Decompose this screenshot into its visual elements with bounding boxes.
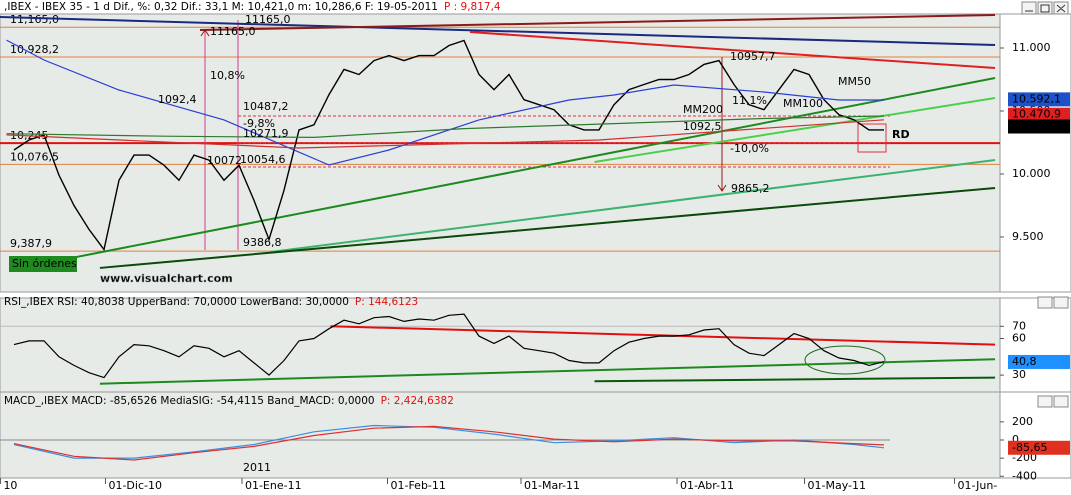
price-tag-label: 10.376,8 <box>1012 120 1061 133</box>
annotation: 10957,7 <box>730 50 776 63</box>
panel-title-extra: P: 144,6123 <box>355 296 418 308</box>
trend-line <box>469 31 996 70</box>
series-label: MM50 <box>838 75 871 88</box>
annotation: 10072 <box>207 154 242 167</box>
value-axis <box>999 297 1071 393</box>
y-tick-label: -400 <box>1012 469 1037 482</box>
y-tick-label: 70 <box>1012 319 1026 332</box>
price-tag <box>1008 92 1070 107</box>
price-tag <box>1008 440 1070 455</box>
y-tick-label: 200 <box>1012 415 1033 428</box>
panel-1 <box>0 313 1000 385</box>
panel-button[interactable] <box>1037 296 1053 309</box>
x-tick-label: 01-Mar-11 <box>524 479 580 492</box>
highlight-ellipse <box>804 345 886 375</box>
annotation: -10,0% <box>730 142 769 155</box>
x-tick-label: 01-Jun- <box>958 479 998 492</box>
value-axis <box>999 13 1071 293</box>
panel-buttons[interactable] <box>1037 296 1069 408</box>
price-tag-label: 10.592,1 <box>1012 92 1061 105</box>
annotation: 10,8% <box>210 69 245 82</box>
panel-button[interactable] <box>1053 296 1069 309</box>
panel-title-text: RSI_,IBEX RSI: 40,8038 UpperBand: 70,000… <box>4 296 349 308</box>
button-icons <box>1025 4 1066 13</box>
price-tag <box>1008 119 1070 134</box>
annotation: 9865,2 <box>731 182 770 195</box>
x-tick-label: 10 <box>3 479 17 492</box>
series-line <box>13 425 885 461</box>
plot-area <box>0 13 1001 293</box>
x-tick-label: 01-Feb-11 <box>390 479 445 492</box>
price-tag-label: 10.470,9 <box>1012 108 1061 121</box>
y-tick-label: 0 <box>1012 433 1019 446</box>
series-label: MM100 <box>783 97 823 110</box>
x-tick-label: 01-Abr-11 <box>680 479 734 492</box>
y-tick-label: 60 <box>1012 332 1026 345</box>
panel-button[interactable] <box>1053 395 1069 408</box>
level-label: 10,928,2 <box>10 43 59 56</box>
annotation: Sin órdenes <box>12 257 77 270</box>
series-line <box>13 313 885 379</box>
annotation: www.visualchart.com <box>100 272 233 285</box>
series-label: MM200 <box>683 103 723 116</box>
series-line <box>6 39 884 166</box>
plot-area <box>0 297 1001 393</box>
panel-title-extra: P: 2,424,6382 <box>381 395 454 407</box>
price-tag-label: -85,65 <box>1012 441 1047 454</box>
trend-line <box>594 376 996 383</box>
annotation: 10487,2 <box>243 100 289 113</box>
level-label: 10,076,5 <box>10 150 59 163</box>
price-tag-label: 40,8 <box>1012 355 1037 368</box>
panel-button[interactable] <box>1037 395 1053 408</box>
trend-line <box>594 97 996 163</box>
series-line <box>6 119 885 149</box>
level-label: 11,165,0 <box>10 13 59 26</box>
year-label: 2011 <box>243 461 271 474</box>
series-line <box>13 39 884 252</box>
minimize-button[interactable] <box>1021 1 1037 15</box>
panel-title: MACD_,IBEX MACD: -85,6526 MediaSIG: -54,… <box>4 395 454 407</box>
price-tag <box>1008 354 1070 369</box>
panel-title-text: ,IBEX - IBEX 35 - 1 d Dif., %: 0,32 Dif.… <box>4 1 438 13</box>
annotation: 11165,0 <box>245 13 291 26</box>
annotation: 11165,0 <box>210 25 256 38</box>
trend-line <box>0 16 996 46</box>
level-label: 9,387,9 <box>10 237 52 250</box>
series-line <box>6 115 885 139</box>
annotation: 10271,9 <box>243 127 289 140</box>
price-tag <box>1008 107 1070 122</box>
annotation: RD <box>892 128 910 141</box>
rd-box <box>857 123 887 153</box>
trend-line <box>270 158 996 253</box>
status-box <box>9 256 77 272</box>
annotation: 1092,4 <box>158 93 197 106</box>
annotation: -9,8% <box>243 117 275 130</box>
trend-line <box>99 358 996 385</box>
x-tick-label: 01-Dic-10 <box>108 479 162 492</box>
panel-title: ,IBEX - IBEX 35 - 1 d Dif., %: 0,32 Dif.… <box>4 1 501 13</box>
x-tick-label: 01-Ene-11 <box>245 479 302 492</box>
window-buttons[interactable] <box>1021 1 1069 408</box>
panel-title-extra: P : 9,817,4 <box>444 1 501 13</box>
y-tick-label: 10.000 <box>1012 167 1051 180</box>
trend-line <box>9 77 996 271</box>
trend-line <box>199 14 996 31</box>
panel-2 <box>0 424 890 461</box>
panel-title: RSI_,IBEX RSI: 40,8038 UpperBand: 70,000… <box>4 296 418 308</box>
annotation: 9386,8 <box>243 236 282 249</box>
y-tick-label: 30 <box>1012 368 1026 381</box>
trend-line <box>330 325 996 346</box>
y-tick-label: 9.500 <box>1012 230 1044 243</box>
annotation: 11,1% <box>732 94 767 107</box>
annotation: 10054,6 <box>240 153 286 166</box>
annotation: 1092,5 <box>683 120 722 133</box>
y-tick-label: 11.000 <box>1012 41 1051 54</box>
trend-line <box>99 186 996 269</box>
panel-title-text: MACD_,IBEX MACD: -85,6526 MediaSIG: -54,… <box>4 395 375 407</box>
x-tick-label: 01-May-11 <box>808 479 866 492</box>
